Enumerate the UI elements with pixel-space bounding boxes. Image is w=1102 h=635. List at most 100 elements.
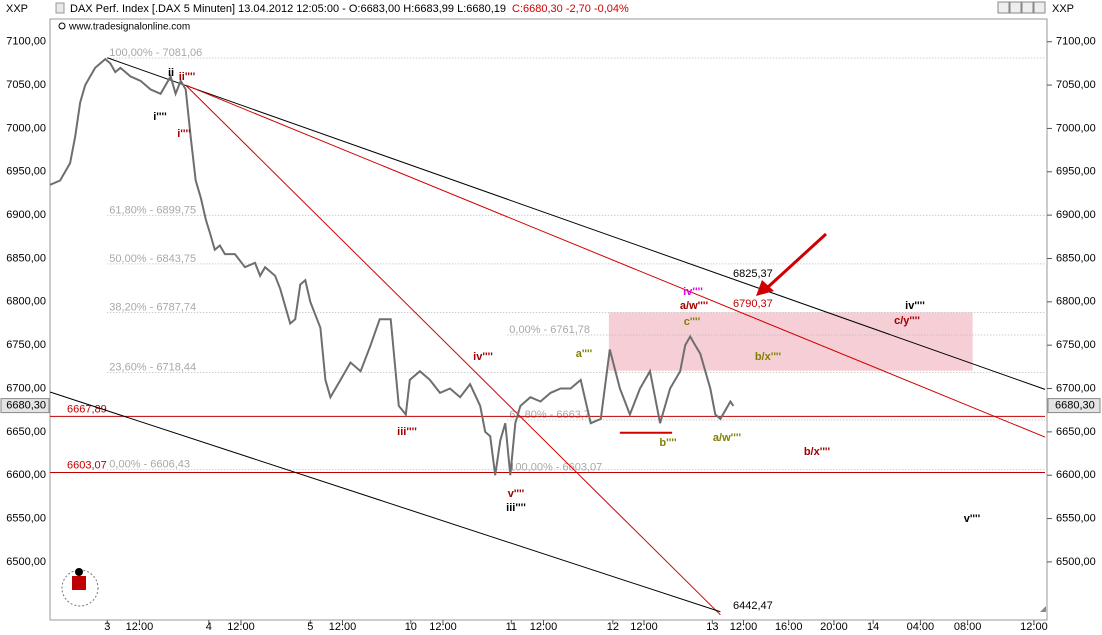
x-tick-label: 12:00: [227, 621, 255, 633]
y-tick-label: 6900,00: [6, 209, 46, 221]
trend-line: [49, 391, 721, 613]
wave-label: i'''': [153, 111, 167, 123]
y-tick-label-right: 6800,00: [1056, 296, 1096, 308]
y-tick-label-right: 6900,00: [1056, 209, 1096, 221]
y-tick-label: 7000,00: [6, 122, 46, 134]
x-tick-label: 12:00: [329, 621, 357, 633]
trend-line: [185, 84, 1046, 438]
fib-label: 0,00% - 6761,78: [509, 324, 590, 336]
wave-label: ii'''': [179, 71, 196, 83]
target-zone: [608, 312, 973, 371]
x-tick-label: 12: [607, 621, 619, 633]
fib-label: 50,00% - 6843,75: [109, 253, 196, 265]
x-tick-label: 3: [104, 621, 110, 633]
button[interactable]: [997, 1, 1010, 14]
y-tick-label-right: 7100,00: [1056, 36, 1096, 48]
logo-body: [72, 576, 86, 590]
plot-layer: 100,00% - 7081,06 61,80% - 6899,75 50,00% …: [49, 47, 1046, 616]
price-annotation: 6790,37: [733, 298, 773, 310]
x-tick-label: 14: [867, 621, 879, 633]
x-tick-label: 12:00: [429, 621, 457, 633]
y-tick-label-right: 6850,00: [1056, 252, 1096, 264]
wave-label: iv'''': [473, 351, 493, 363]
y-tick-label-right: 6950,00: [1056, 166, 1096, 178]
wave-label: b'''': [659, 437, 677, 449]
arrow: [756, 232, 828, 296]
price-annotation: 6442,47: [733, 600, 773, 612]
x-tick-label: 16:00: [775, 621, 803, 633]
y-tick-label-right: 6750,00: [1056, 339, 1096, 351]
horizontal-line-label: 6667,89: [67, 403, 107, 415]
y-tick-label-right: 6600,00: [1056, 469, 1096, 481]
wave-label: c/y'''': [894, 315, 920, 327]
logo-head: [75, 568, 83, 576]
price-line: [49, 57, 735, 476]
x-tick-label: 10: [405, 621, 417, 633]
last-price-label: 6680,30: [6, 400, 46, 412]
fib-label: 61,80% - 6899,75: [109, 204, 196, 216]
wave-label: b/x'''': [755, 351, 782, 363]
x-tick-label: 13: [706, 621, 718, 633]
wave-label: a/w'''': [713, 432, 742, 444]
x-tick-label: 12:00: [730, 621, 758, 633]
y-tick-label: 6600,00: [6, 469, 46, 481]
x-tick-label: 4: [206, 621, 212, 633]
wave-label: iii'''': [397, 426, 417, 438]
icon: [55, 2, 65, 14]
y-tick-label: 6750,00: [6, 339, 46, 351]
symbol: XXP: [1052, 3, 1074, 15]
y-tick-label: 6550,00: [6, 512, 46, 524]
button[interactable]: [1033, 1, 1046, 14]
last-price-box: [0, 398, 50, 414]
wave-label: iv'''': [905, 300, 925, 312]
wave-label: ii: [168, 67, 174, 79]
window-buttons[interactable]: [997, 1, 1046, 14]
y-tick-label-right: 6650,00: [1056, 426, 1096, 438]
wave-label: b/x'''': [804, 446, 831, 458]
y-tick-label: 6800,00: [6, 296, 46, 308]
horizontal-line-label: 6603,07: [67, 459, 107, 471]
fib-label: 0,00% - 6606,43: [109, 459, 190, 471]
resize-grip: [1040, 606, 1046, 612]
arrow-shaft: [766, 232, 828, 289]
last-price-box: [1047, 398, 1101, 414]
last-price-label: 6680,30: [1055, 400, 1095, 412]
price-annotation: 6825,37: [733, 268, 773, 280]
trend-line: [107, 57, 1046, 390]
chart-subtitle: www.tradesignalonline.com: [68, 22, 190, 33]
fib-label: 61,80% - 6663,7: [509, 409, 590, 421]
fib-label: 100,00% - 7081,06: [109, 47, 202, 59]
y-tick-label-right: 6550,00: [1056, 512, 1096, 524]
x-tick-label: 12:00: [1020, 621, 1048, 633]
y-tick-label: 6650,00: [6, 426, 46, 438]
wave-label: a'''': [576, 348, 593, 360]
symbol: XXP: [6, 3, 28, 15]
arrow-head: [756, 280, 774, 296]
y-tick-label-right: 7000,00: [1056, 122, 1096, 134]
logo: [61, 568, 99, 607]
x-tick-label: 12:00: [126, 621, 154, 633]
copyright-icon: [58, 22, 66, 30]
fib-label: 38,20% - 6787,74: [109, 301, 196, 313]
x-tick-label: 11: [506, 621, 517, 633]
chart-title: DAX Perf. Index [.DAX 5 Minuten] 13.04.2…: [70, 3, 506, 15]
x-tick-label: 5: [307, 621, 313, 633]
trend-line: [185, 84, 721, 616]
x-tick-label: 12:00: [630, 621, 658, 633]
fib-label: 23,60% - 6718,44: [109, 361, 196, 373]
wave-label: iii'''': [506, 502, 526, 514]
wave-label: a/w'''': [680, 300, 709, 312]
y-tick-label: 7050,00: [6, 79, 46, 91]
wave-label: i'''': [177, 128, 191, 140]
x-tick-label: 04:00: [907, 621, 935, 633]
button[interactable]: [1009, 1, 1022, 14]
y-tick-label-right: 6500,00: [1056, 556, 1096, 568]
y-tick-label: 6950,00: [6, 166, 46, 178]
x-tick-label: 12:00: [530, 621, 558, 633]
y-tick-label: 6500,00: [6, 556, 46, 568]
wave-label: iv'''': [683, 286, 703, 298]
x-tick-label: 20:00: [820, 621, 848, 633]
y-tick-label-right: 7050,00: [1056, 79, 1096, 91]
button[interactable]: [1021, 1, 1034, 14]
